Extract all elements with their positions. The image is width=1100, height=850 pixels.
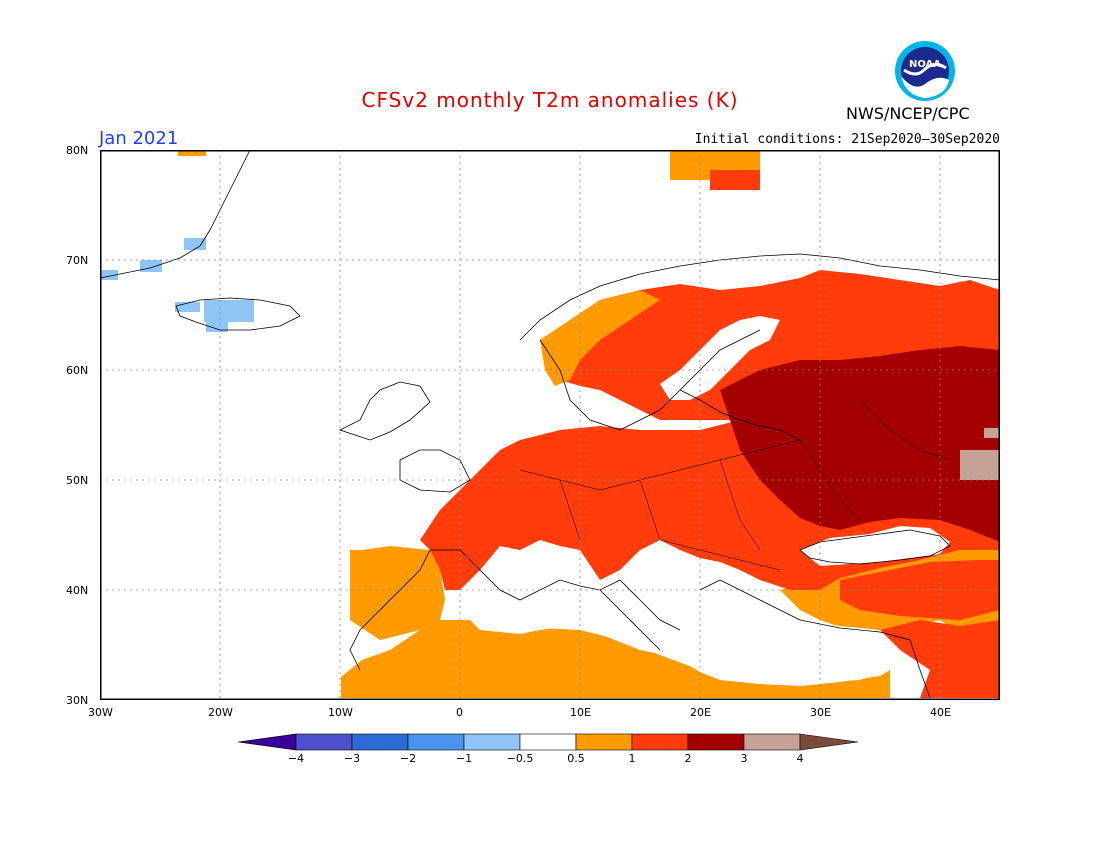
lat-label-30n: 30N bbox=[66, 694, 89, 707]
colorbar-label: 3 bbox=[740, 752, 748, 765]
lon-label-0: 0 bbox=[456, 706, 463, 719]
anomaly-neutral-baltic bbox=[660, 316, 780, 400]
anomaly-neutral-mediterranean bbox=[450, 580, 900, 684]
colorbar-label: 4 bbox=[796, 752, 804, 765]
map-title: CFSv2 monthly T2m anomalies (K) bbox=[361, 88, 739, 112]
colorbar-label: −3 bbox=[343, 752, 361, 765]
noaa-logo: NOAA bbox=[894, 40, 956, 106]
lat-label-60n: 60N bbox=[66, 364, 89, 377]
forecast-month: Jan 2021 bbox=[99, 128, 179, 149]
lat-label-40n: 40N bbox=[66, 584, 89, 597]
colorbar-label: −0.5 bbox=[506, 752, 534, 765]
lon-label-10e: 10E bbox=[570, 706, 591, 719]
initial-conditions: Initial conditions: 21Sep2020–30Sep2020 bbox=[694, 132, 1000, 147]
lon-label-40e: 40E bbox=[930, 706, 951, 719]
anomaly-shading-arctic bbox=[178, 150, 760, 190]
colorbar-label: 0.5 bbox=[567, 752, 585, 765]
anomaly-shading-iceland bbox=[100, 238, 254, 332]
anomaly-shading-norway-orange bbox=[540, 290, 660, 386]
lon-label-20w: 20W bbox=[208, 706, 233, 719]
agency-label: NWS/NCEP/CPC bbox=[846, 104, 970, 123]
anomaly-neutral-black-sea bbox=[800, 526, 950, 566]
colorbar-label: −4 bbox=[287, 752, 305, 765]
lon-label-10w: 10W bbox=[328, 706, 353, 719]
lat-label-80n: 80N bbox=[66, 144, 89, 157]
anomaly-shading-africa bbox=[341, 620, 890, 698]
lon-label-30e: 30E bbox=[810, 706, 831, 719]
anomaly-map bbox=[100, 150, 1000, 700]
coastlines bbox=[100, 150, 1000, 699]
colorbar-label: 2 bbox=[684, 752, 692, 765]
graticule bbox=[100, 150, 1000, 700]
anomaly-shading-scandinavia bbox=[540, 270, 1000, 420]
anomaly-shading-eastern-europe bbox=[720, 346, 1000, 542]
anomaly-cell-tan bbox=[960, 450, 1000, 480]
country-borders bbox=[519, 399, 951, 571]
anomaly-shading-mideast bbox=[880, 620, 1000, 698]
anomaly-cell-tan-small bbox=[984, 428, 1000, 438]
svg-text:NOAA: NOAA bbox=[909, 59, 941, 70]
colorbar-label: 1 bbox=[628, 752, 636, 765]
lat-label-70n: 70N bbox=[66, 254, 89, 267]
lat-label-50n: 50N bbox=[66, 474, 89, 487]
map-frame bbox=[100, 150, 1000, 700]
anomaly-shading-turkey-red bbox=[840, 560, 1000, 620]
colorbar-label: −1 bbox=[455, 752, 473, 765]
lon-label-20e: 20E bbox=[690, 706, 711, 719]
lon-label-30w: 30W bbox=[88, 706, 113, 719]
colorbar bbox=[238, 733, 859, 751]
colorbar-label: −2 bbox=[399, 752, 417, 765]
anomaly-shading-europe-red bbox=[420, 340, 1000, 590]
